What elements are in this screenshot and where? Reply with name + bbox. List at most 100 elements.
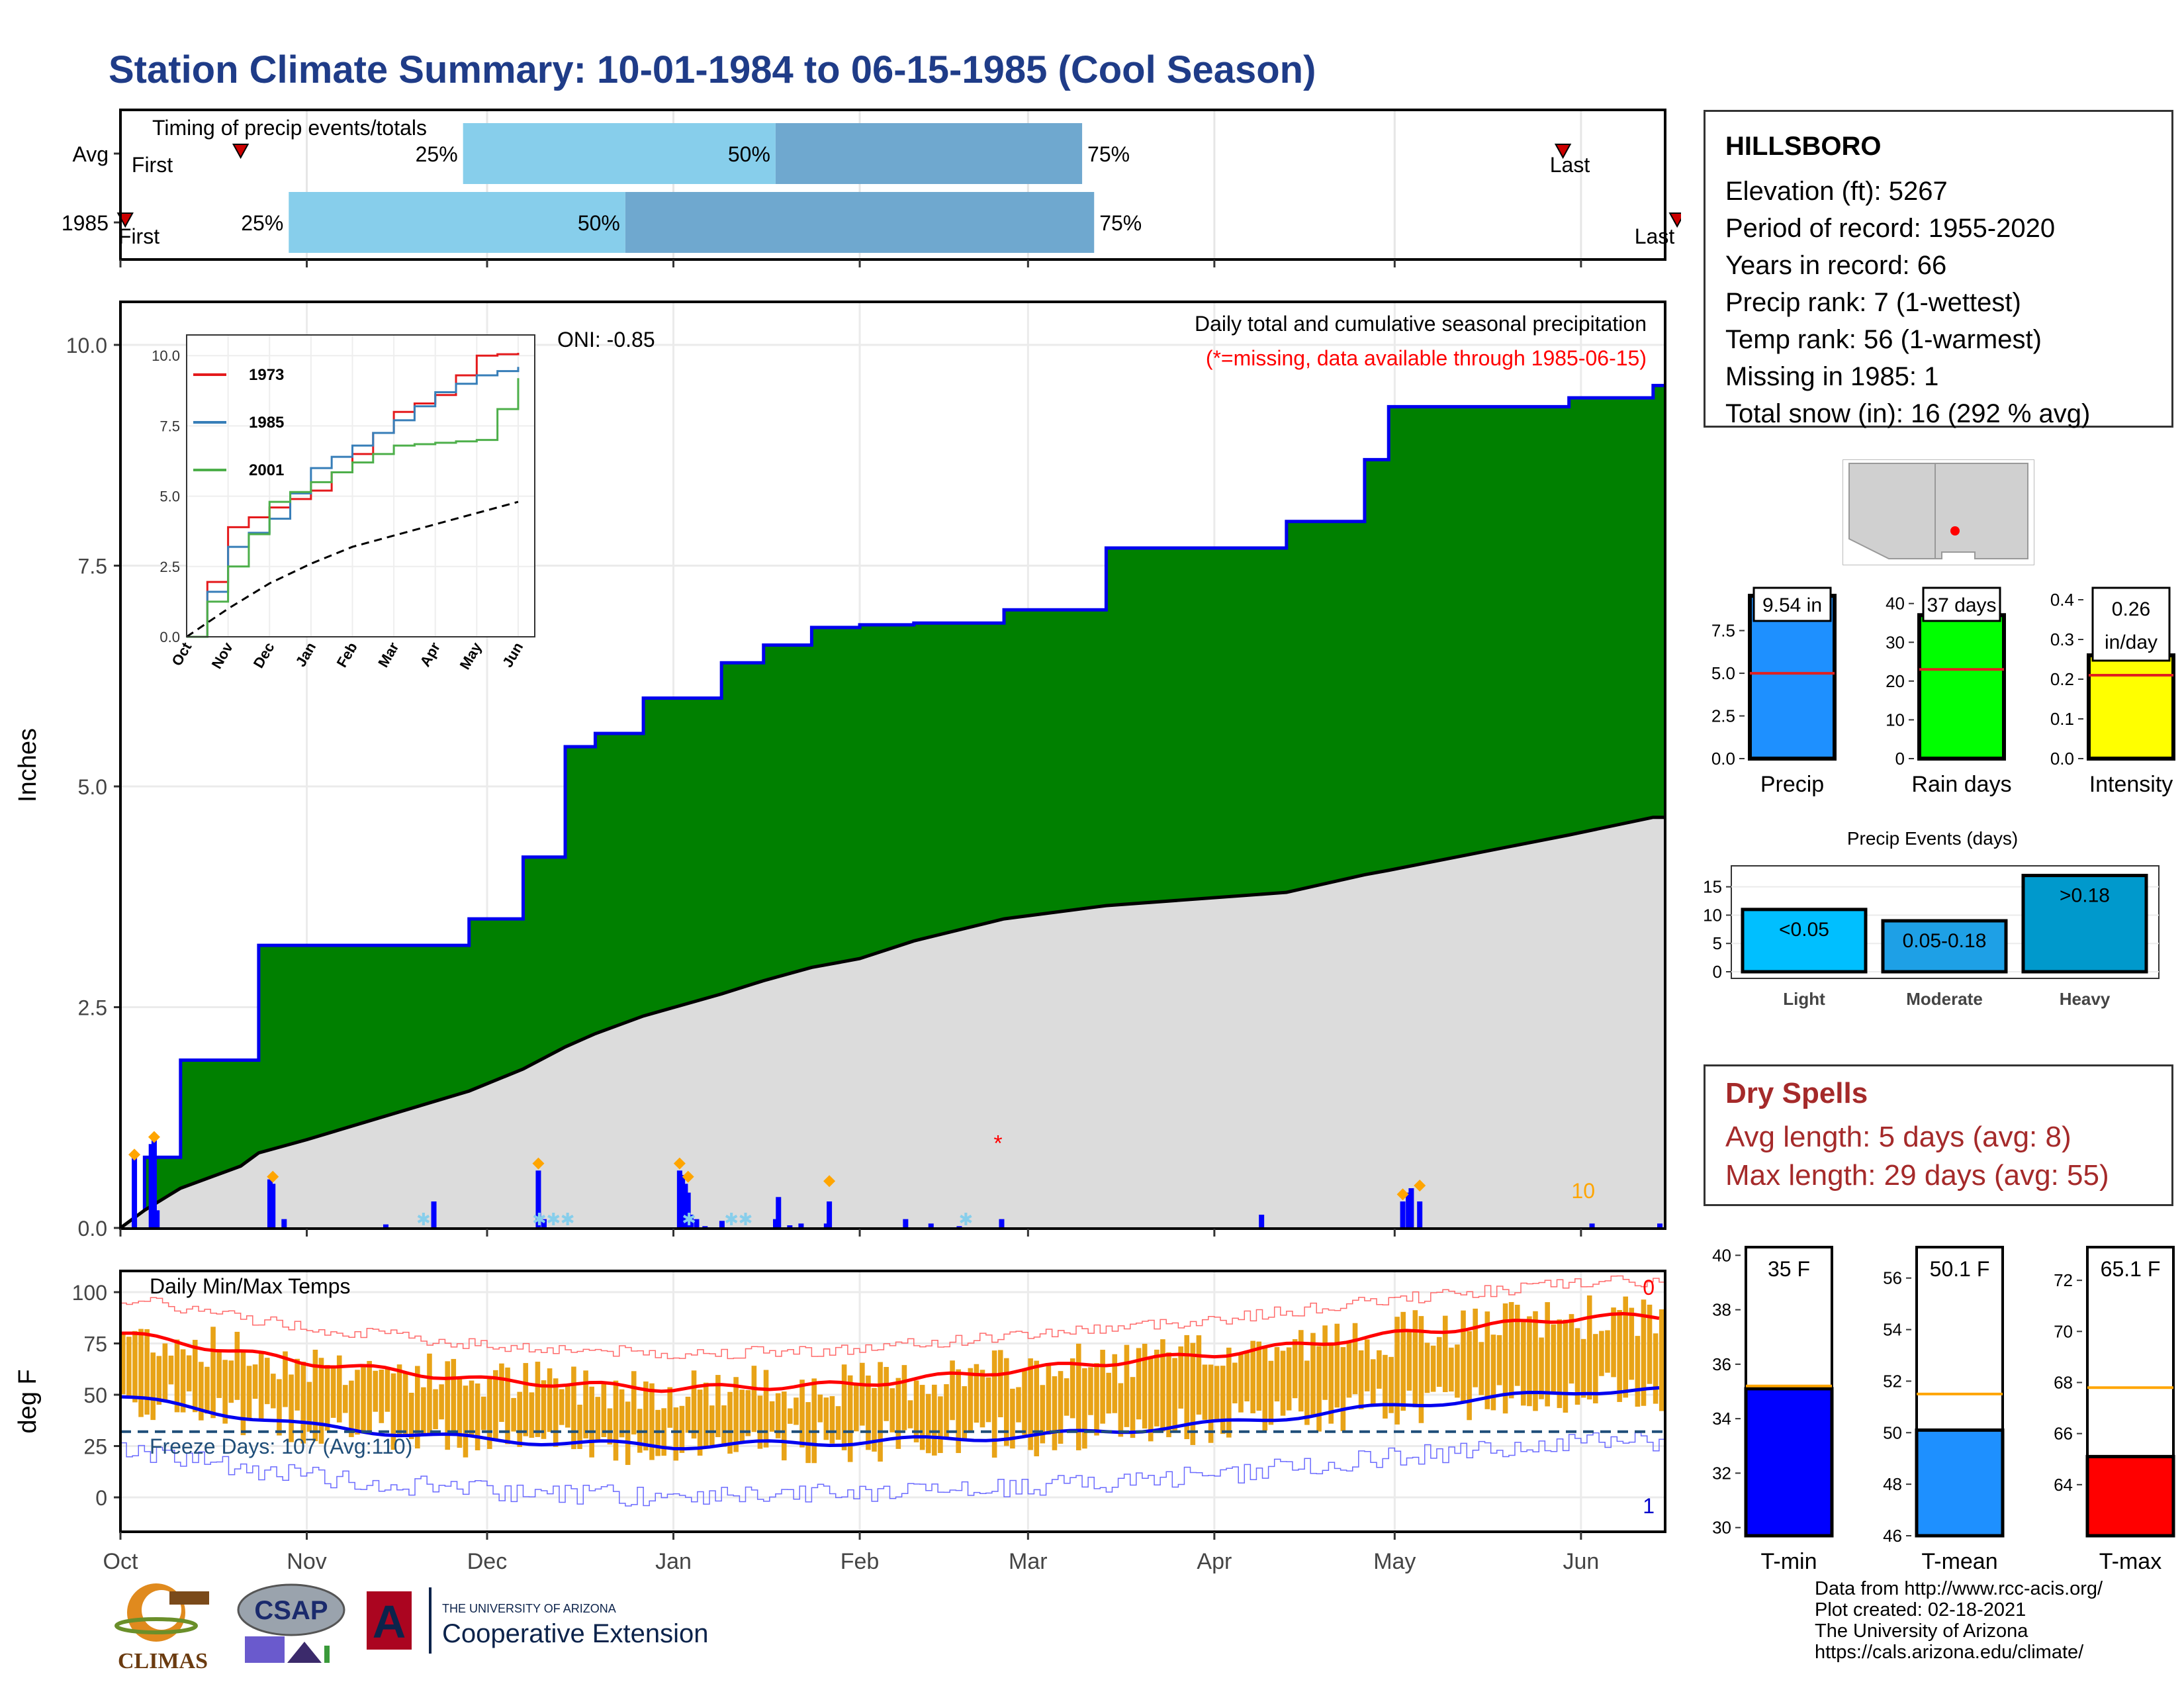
month-tick-label: Dec [467,1549,507,1574]
daily-precip-bar [685,1192,691,1228]
daily-temp-bar [697,1389,703,1456]
daily-precip-bar [270,1184,276,1228]
timing-panel-frame [119,109,1666,261]
station-missing: Missing in 1985: 1 [1725,362,1939,391]
daily-temp-bar [379,1369,385,1423]
temp-summary-y-tick-label: 56 [1883,1268,1902,1288]
daily-temp-bar [240,1349,246,1436]
month-tick-label: Feb [841,1549,880,1574]
ua-name-text: THE UNIVERSITY OF ARIZONA [442,1602,616,1615]
daily-temp-bar [691,1370,697,1439]
daily-temp-bar [1574,1328,1580,1405]
temp-summary-y-tick-label: 36 [1712,1354,1731,1374]
daily-temp-bar [1190,1342,1196,1445]
daily-temp-bar [1232,1362,1238,1404]
daily-temp-bar [1184,1335,1190,1440]
timing-quantile-label: 75% [1099,211,1142,235]
summary-value-label: 0.26 [2112,598,2150,620]
dry-spells-box: Dry Spells Avg length: 5 days (avg: 8) M… [1704,1064,2173,1206]
ua-a-logo-icon: A [363,1587,416,1654]
timing-row-label: Avg [72,142,109,166]
precip-y-tick-label: 5.0 [78,775,107,799]
record-low-line [120,1432,1665,1507]
temp-summary-y-tick-label: 50 [1883,1423,1902,1442]
timing-quantile-label: 25% [241,211,283,235]
summary-bar [2087,653,2175,761]
mean-tmax-line [120,1312,1660,1393]
daily-temp-bar [1058,1371,1064,1444]
month-tick-label: Apr [1197,1549,1232,1574]
events-y-tick-label: 15 [1703,877,1722,897]
daily-temp-bar [541,1380,547,1439]
daily-temp-bar [1148,1356,1154,1442]
month-tick-label: Jun [1563,1549,1599,1574]
temp-summary-y-tick-label: 40 [1712,1245,1731,1265]
month-tick-label: Mar [1009,1549,1048,1574]
heavy-event-marker-icon [1396,1188,1409,1201]
daily-temp-bar [991,1350,997,1458]
svg-text:A: A [373,1596,406,1648]
daily-temp-bar [1316,1346,1322,1432]
daily-temp-bar [956,1369,961,1454]
daily-temp-bar [463,1385,469,1458]
daily-temp-bar [1352,1323,1358,1395]
daily-temp-bar [932,1384,937,1456]
summary-value-box [2091,586,2171,662]
summary-value-label: 9.54 in [1762,594,1822,616]
daily-temp-bar [1508,1301,1514,1399]
daily-temp-bar [150,1352,156,1421]
daily-temp-bar [1154,1349,1160,1427]
heavy-event-marker-icon [532,1157,545,1170]
heavy-event-marker-icon [682,1170,694,1183]
daily-temp-bar [571,1366,576,1450]
timing-first-label: First [118,224,159,248]
daily-temp-bar [277,1379,282,1436]
daily-temp-bar [174,1339,180,1413]
daily-temp-bar [1082,1368,1087,1449]
heavy-event-marker-icon [148,1131,160,1143]
daily-precip-bar [776,1197,782,1228]
daily-temp-bar [745,1390,751,1436]
daily-temp-bar [252,1364,258,1399]
temp-summary-y-tick-label: 68 [2054,1372,2073,1392]
daily-precip-bar [773,1219,779,1228]
inset-y-tick-label: 10.0 [152,348,180,364]
heavy-event-marker-icon [673,1157,686,1170]
summary-y-tick-label: 0.0 [1711,749,1735,769]
summary-y-tick-label: 0.3 [2050,630,2074,649]
daily-temp-bar [120,1333,126,1395]
daily-temp-bar [1292,1339,1298,1399]
daily-temp-bar [517,1391,522,1447]
temp-summary-bar [1744,1387,1834,1538]
summary-y-tick-label: 0.0 [2050,749,2074,769]
daily-temp-bar [1034,1360,1040,1456]
daily-temp-bar [1004,1358,1009,1446]
temp-summary-y-tick-label: 54 [1883,1320,1902,1340]
daily-temp-bar [974,1364,979,1423]
daily-temp-bar [1136,1348,1142,1420]
daily-temp-bar [1436,1336,1442,1387]
daily-temp-bar [889,1388,895,1432]
daily-temp-bar [1430,1345,1436,1392]
precip-y-axis-label: Inches [14,728,42,802]
daily-temp-bar [415,1366,420,1449]
inset-y-tick-label: 5.0 [159,489,180,505]
daily-temp-bar [913,1380,919,1442]
record-low-count: 1 [1643,1494,1655,1518]
daily-temp-bar [361,1366,366,1434]
daily-temp-bar [162,1343,168,1401]
daily-temp-bar [199,1362,204,1421]
daily-precip-bar [1417,1201,1423,1228]
daily-temp-bar [318,1358,324,1444]
timing-last-label: Last [1635,224,1675,248]
daily-temp-bar [1377,1350,1382,1389]
daily-temp-bar [1527,1316,1532,1407]
daily-temp-bar [1094,1363,1099,1436]
daily-temp-bar [192,1340,198,1413]
daily-temp-bar [1539,1337,1544,1399]
temp-y-tick-label: 100 [72,1281,107,1305]
daily-temp-bar [817,1394,823,1423]
daily-temp-bar [997,1350,1003,1417]
daily-temp-bar [1394,1317,1400,1425]
daily-temp-bar [373,1370,379,1412]
